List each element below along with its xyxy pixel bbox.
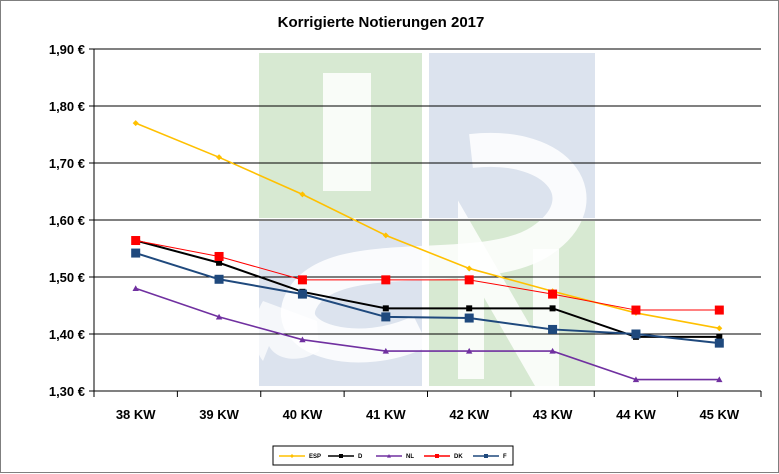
- axes: [93, 49, 762, 397]
- isn-watermark-logo: [254, 53, 595, 428]
- legend-marker-esp: [290, 454, 294, 458]
- data-point-f: [381, 312, 391, 322]
- data-point-d: [549, 305, 556, 312]
- data-point-d: [466, 305, 473, 312]
- x-tick-label: 44 KW: [616, 407, 656, 422]
- legend-item-d: D: [328, 454, 363, 460]
- legend-label-esp: ESP: [309, 454, 321, 460]
- y-axis-tick-labels: 1,30 € 1,40 € 1,50 € 1,60 € 1,70 € 1,80 € 1,90…: [49, 42, 85, 399]
- series-f: [131, 248, 724, 348]
- data-point-dk: [381, 275, 391, 285]
- watermark-letter-s: [281, 132, 587, 363]
- x-tick-label: 38 KW: [116, 407, 156, 422]
- data-point-nl: [382, 347, 390, 354]
- data-point-esp: [716, 325, 723, 332]
- data-point-f: [214, 274, 224, 284]
- gridlines: [89, 48, 761, 392]
- series-line-nl: [135, 287, 720, 381]
- data-point-nl: [549, 347, 556, 354]
- series-dk: [131, 236, 724, 315]
- legend-label-dk: DK: [454, 454, 463, 460]
- data-point-dk: [214, 251, 224, 261]
- data-point-f: [464, 313, 474, 323]
- legend-item-f: F: [473, 454, 507, 460]
- legend-label-f: F: [503, 454, 507, 460]
- legend-label-nl: NL: [406, 454, 414, 460]
- data-point-esp: [216, 154, 223, 161]
- data-point-dk: [464, 275, 474, 285]
- x-tick-label: 39 KW: [199, 407, 239, 422]
- legend-item-esp: ESP: [279, 454, 321, 460]
- data-point-d: [216, 259, 223, 266]
- y-tick-label: 1,90 €: [49, 42, 85, 57]
- series-line-esp: [135, 122, 720, 330]
- series-esp: [132, 120, 723, 332]
- data-point-dk: [297, 275, 307, 285]
- legend-item-nl: NL: [376, 454, 414, 460]
- legend-items: ESP D NL DK F: [279, 454, 507, 460]
- data-point-dk: [548, 289, 558, 299]
- data-point-nl: [632, 376, 640, 383]
- series-line-f: [135, 252, 720, 345]
- data-point-d: [382, 305, 389, 312]
- data-point-f: [631, 329, 641, 339]
- data-point-dk: [631, 305, 641, 315]
- data-point-d: [716, 333, 723, 340]
- data-point-esp: [299, 191, 306, 198]
- data-point-dk: [131, 236, 141, 246]
- data-point-f: [131, 248, 141, 258]
- x-tick-label: 42 KW: [449, 407, 489, 422]
- series-lines: [131, 120, 724, 383]
- data-point-f: [548, 324, 558, 334]
- legend-marker-dk: [435, 454, 439, 458]
- legend-marker-f: [484, 454, 488, 458]
- data-point-f: [714, 338, 724, 348]
- data-point-esp: [132, 120, 139, 127]
- y-tick-label: 1,50 €: [49, 270, 85, 285]
- data-point-nl: [465, 347, 473, 354]
- legend-marker-d: [339, 454, 343, 458]
- data-point-f: [297, 289, 307, 299]
- legend-item-dk: DK: [424, 454, 463, 460]
- series-nl: [132, 285, 723, 383]
- chart-title: Korrigierte Notierungen 2017: [278, 14, 485, 31]
- x-tick-label: 41 KW: [366, 407, 406, 422]
- x-axis-tick-labels: 38 KW 39 KW 40 KW 41 KW 42 KW 43 KW 44 KW 45 KW: [116, 407, 740, 422]
- x-tick-label: 40 KW: [283, 407, 323, 422]
- watermark-animal-silhouette: [254, 301, 319, 361]
- watermark-letter-i: [323, 73, 371, 191]
- y-tick-label: 1,30 €: [49, 384, 85, 399]
- legend-label-d: D: [358, 454, 363, 460]
- series-line-d: [135, 239, 720, 338]
- y-tick-label: 1,40 €: [49, 327, 85, 342]
- data-point-nl: [299, 336, 306, 343]
- y-tick-label: 1,80 €: [49, 99, 85, 114]
- data-point-dk: [714, 305, 724, 315]
- y-tick-label: 1,70 €: [49, 156, 85, 171]
- data-point-nl: [716, 376, 723, 383]
- legend: ESP D NL DK F: [272, 445, 514, 466]
- data-point-esp: [466, 265, 473, 272]
- series-line-dk: [135, 240, 720, 311]
- legend-marker-nl: [387, 454, 391, 458]
- data-point-esp: [382, 232, 389, 239]
- x-tick-label: 45 KW: [699, 407, 739, 422]
- data-point-nl: [132, 285, 139, 291]
- y-tick-label: 1,60 €: [49, 213, 85, 228]
- data-point-nl: [215, 313, 223, 320]
- x-tick-label: 43 KW: [533, 407, 573, 422]
